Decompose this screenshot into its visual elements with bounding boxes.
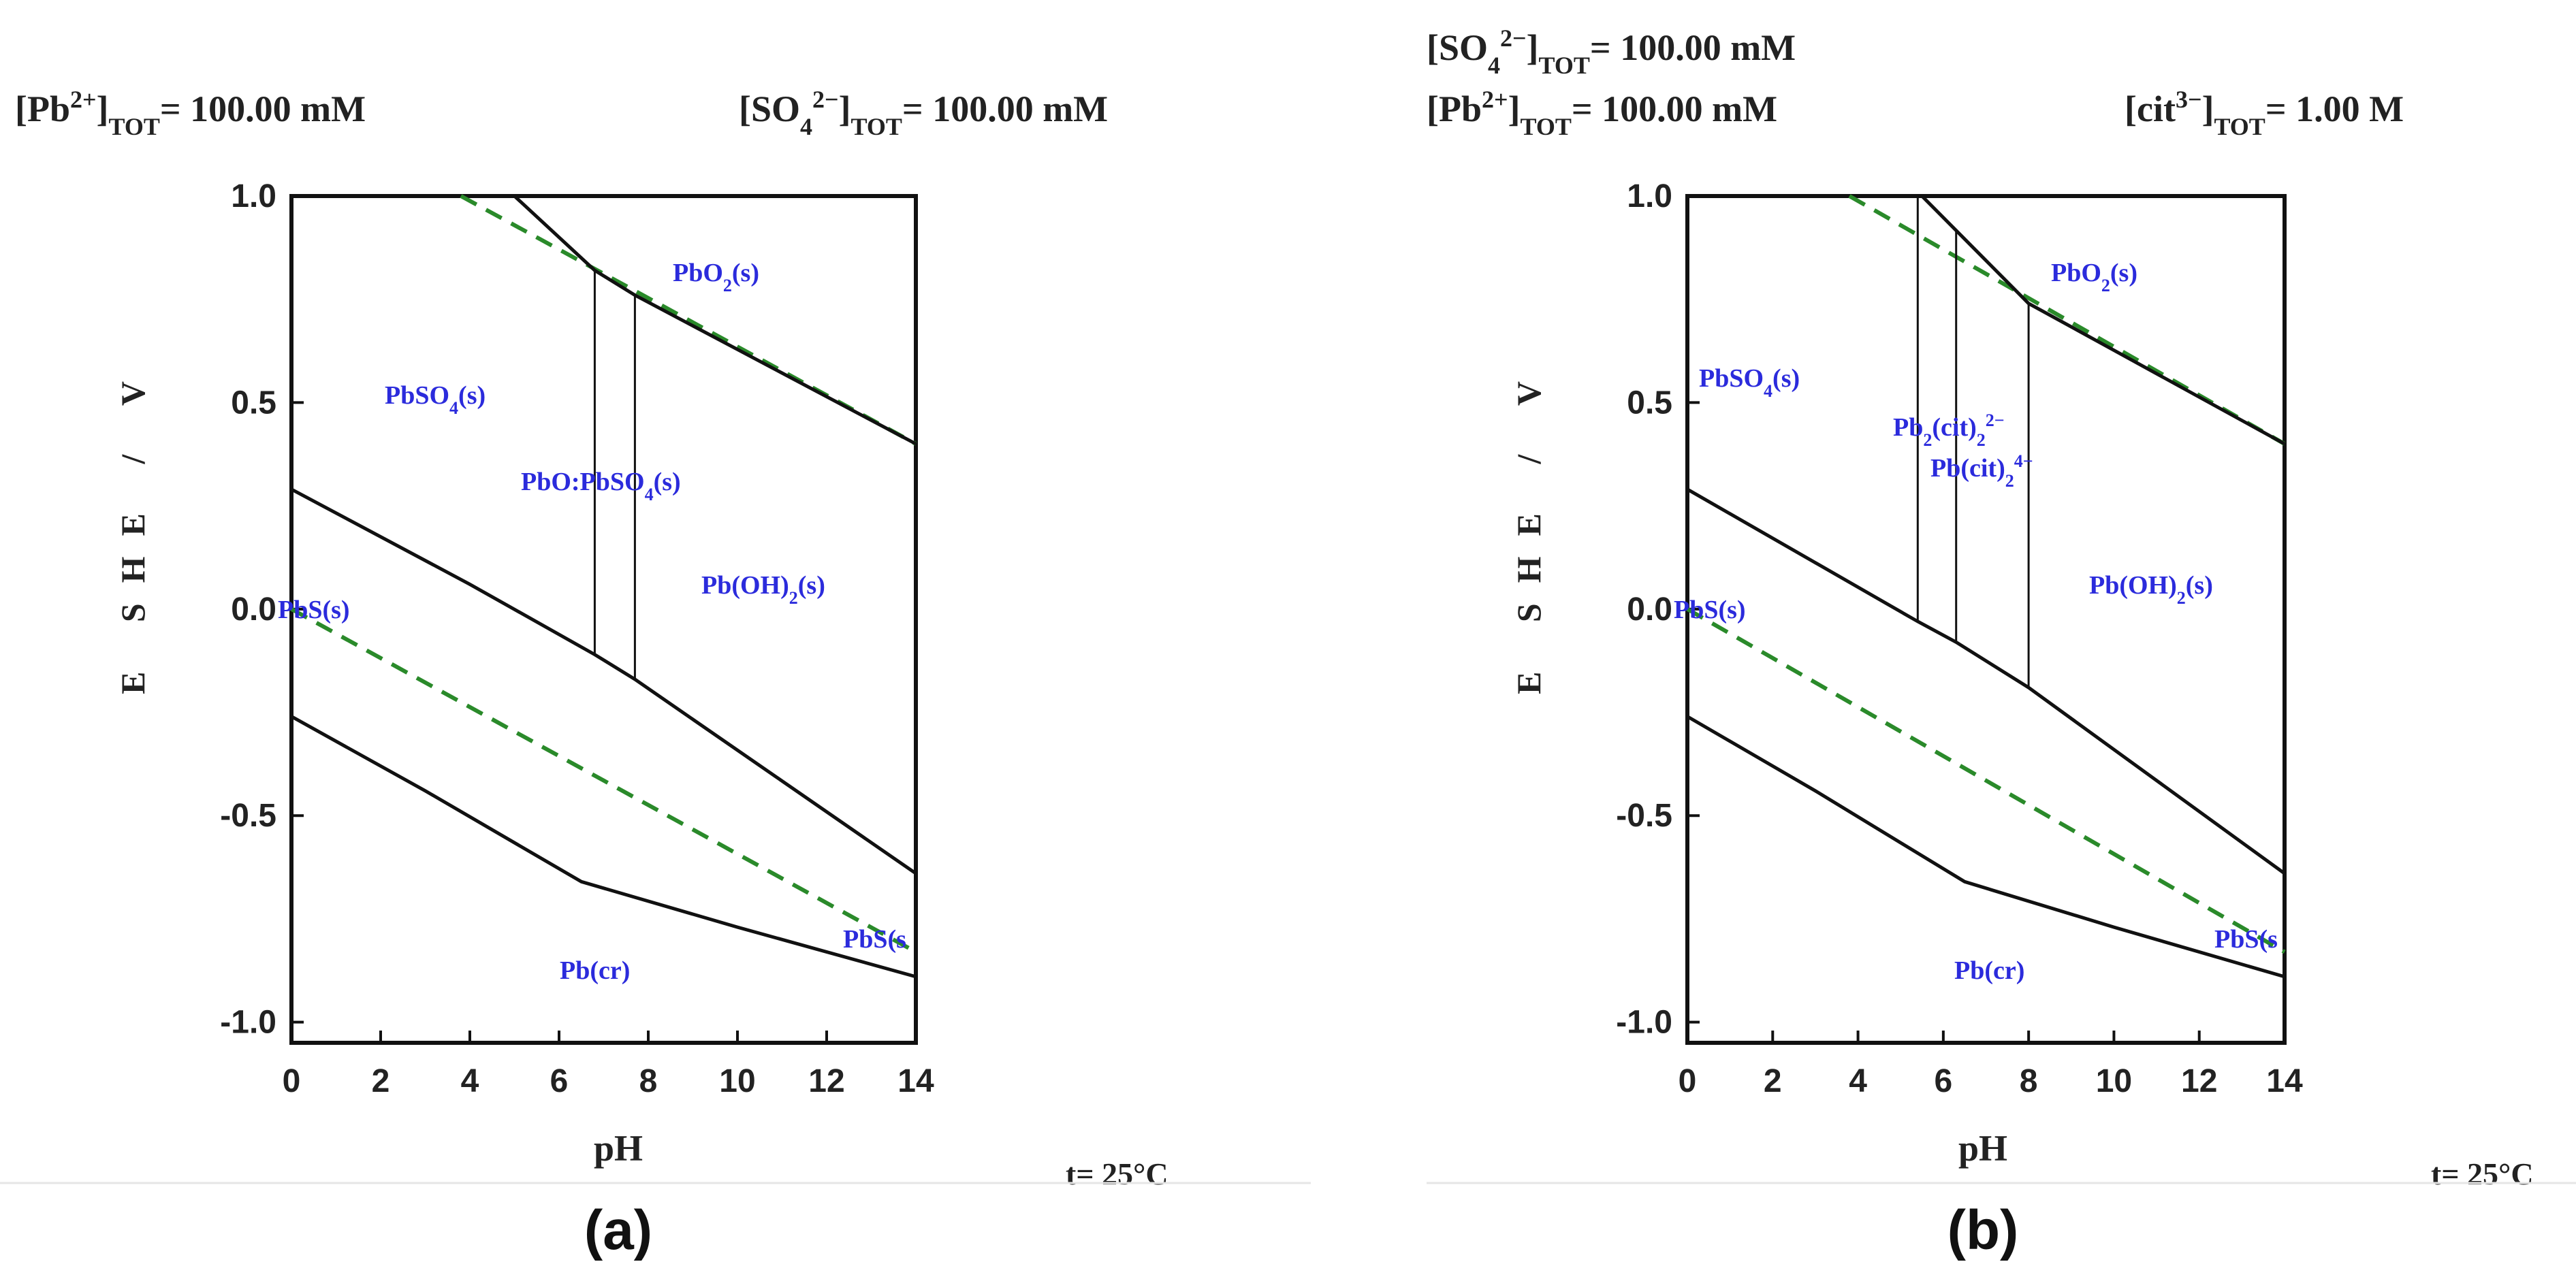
region-label-pbs-left: PbS(s) (1674, 596, 1746, 624)
region-label-pbs-right: PbS(s (2214, 925, 2278, 954)
y-tick-label: -0.5 (1616, 798, 1672, 834)
region-label-pbo-pbso4: PbO:PbSO4(s) (521, 468, 681, 504)
x-tick-label: 6 (1935, 1063, 1953, 1099)
series-line-pbo2-boundary (1920, 195, 2286, 446)
region-label-pbs-right: PbS(s (843, 925, 906, 954)
region-label-pb-cit2: Pb(cit)24− (1930, 451, 2033, 491)
x-axis-label: pH (1958, 1128, 2007, 1169)
temperature-label: t= 25°C (1066, 1156, 1168, 1191)
y-tick-label: 0.5 (1627, 385, 1672, 421)
x-tick-label: 2 (372, 1063, 390, 1099)
y-tick-label: -0.5 (220, 798, 276, 834)
plot-frame (1685, 194, 2287, 1045)
panel-b: [SO42−]TOT= 100.00 mM [Pb2+]TOT= 100.00 … (1427, 25, 2576, 1261)
header-so4-total: [SO42−]TOT= 100.00 mM (739, 86, 1108, 140)
x-tick-label: 2 (1764, 1063, 1782, 1099)
x-tick-label: 0 (283, 1063, 301, 1099)
y-tick-label: 1.0 (231, 178, 276, 214)
header-pb-total: [Pb2+]TOT= 100.00 mM (1427, 86, 1777, 140)
header-cit-total: [cit3−]TOT= 1.00 M (2125, 86, 2404, 140)
region-label-pbo2: PbO2(s) (2051, 259, 2137, 295)
region-label-pbcr: Pb(cr) (1954, 956, 2024, 985)
region-label-pbo2: PbO2(s) (673, 259, 759, 295)
region-label-pbso4: PbSO4(s) (385, 381, 486, 418)
region-label-pboh2: Pb(OH)2(s) (2089, 571, 2213, 608)
header-pb-total: [Pb2+]TOT= 100.00 mM (15, 86, 366, 140)
y-tick-label: 0.0 (1627, 592, 1672, 628)
y-tick-label: 0.5 (231, 385, 276, 421)
y-axis-label: E SHE / V (1510, 361, 1548, 694)
series-line-h2o-h2-water-line (1686, 607, 2286, 954)
panel-label-a: (a) (584, 1199, 652, 1261)
panel-label-b: (b) (1947, 1199, 2019, 1261)
x-tick-label: 14 (897, 1063, 934, 1099)
x-tick-label: 0 (1679, 1063, 1697, 1099)
plot-frame (289, 194, 918, 1045)
x-tick-label: 14 (2266, 1063, 2303, 1099)
x-tick-label: 10 (719, 1063, 755, 1099)
region-label-pboh2: Pb(OH)2(s) (701, 571, 825, 608)
series-line-pbs-upper-boundary (290, 487, 917, 875)
temperature-label: t= 25°C (2431, 1156, 2534, 1191)
x-tick-label: 8 (2020, 1063, 2038, 1099)
y-axis-label: E SHE / V (114, 361, 152, 694)
x-tick-label: 12 (808, 1063, 844, 1099)
x-tick-label: 6 (550, 1063, 569, 1099)
x-tick-label: 10 (2096, 1063, 2132, 1099)
series-line-pbo2-boundary (513, 195, 917, 446)
x-tick-label: 4 (461, 1063, 479, 1099)
region-label-pbs-left: PbS(s) (278, 596, 350, 624)
region-label-pbso4: PbSO4(s) (1699, 364, 1800, 401)
series-line-pb-cr-boundary (290, 715, 917, 979)
x-tick-label: 8 (639, 1063, 658, 1099)
header-so4-total: [SO42−]TOT= 100.00 mM (1427, 25, 1796, 79)
y-tick-label: -1.0 (1616, 1005, 1672, 1041)
x-axis-label: pH (594, 1128, 643, 1169)
region-label-pb2-cit2: Pb2(cit)22− (1893, 410, 2005, 450)
y-tick-label: 0.0 (231, 592, 276, 628)
series-line-h2o-h2-water-line (290, 607, 917, 954)
plot-area-a: 0 2 4 6 8 10 12 14 1.0 0.5 0.0 -0.5 -1.0 (220, 178, 934, 1099)
x-tick-label: 4 (1849, 1063, 1867, 1099)
x-tick-label: 12 (2181, 1063, 2217, 1099)
series-line-pb-cr-boundary (1686, 715, 2285, 979)
y-tick-label: -1.0 (220, 1005, 276, 1041)
series-line-pbs-upper-boundary (1686, 487, 2286, 875)
panel-a: [Pb2+]TOT= 100.00 mM [SO42−]TOT= 100.00 … (0, 86, 1311, 1261)
region-label-pbcr: Pb(cr) (560, 956, 630, 985)
y-tick-label: 1.0 (1627, 178, 1672, 214)
plot-area-b: 0 2 4 6 8 10 12 14 1.0 0.5 0.0 -0.5 -1.0 (1616, 178, 2303, 1099)
